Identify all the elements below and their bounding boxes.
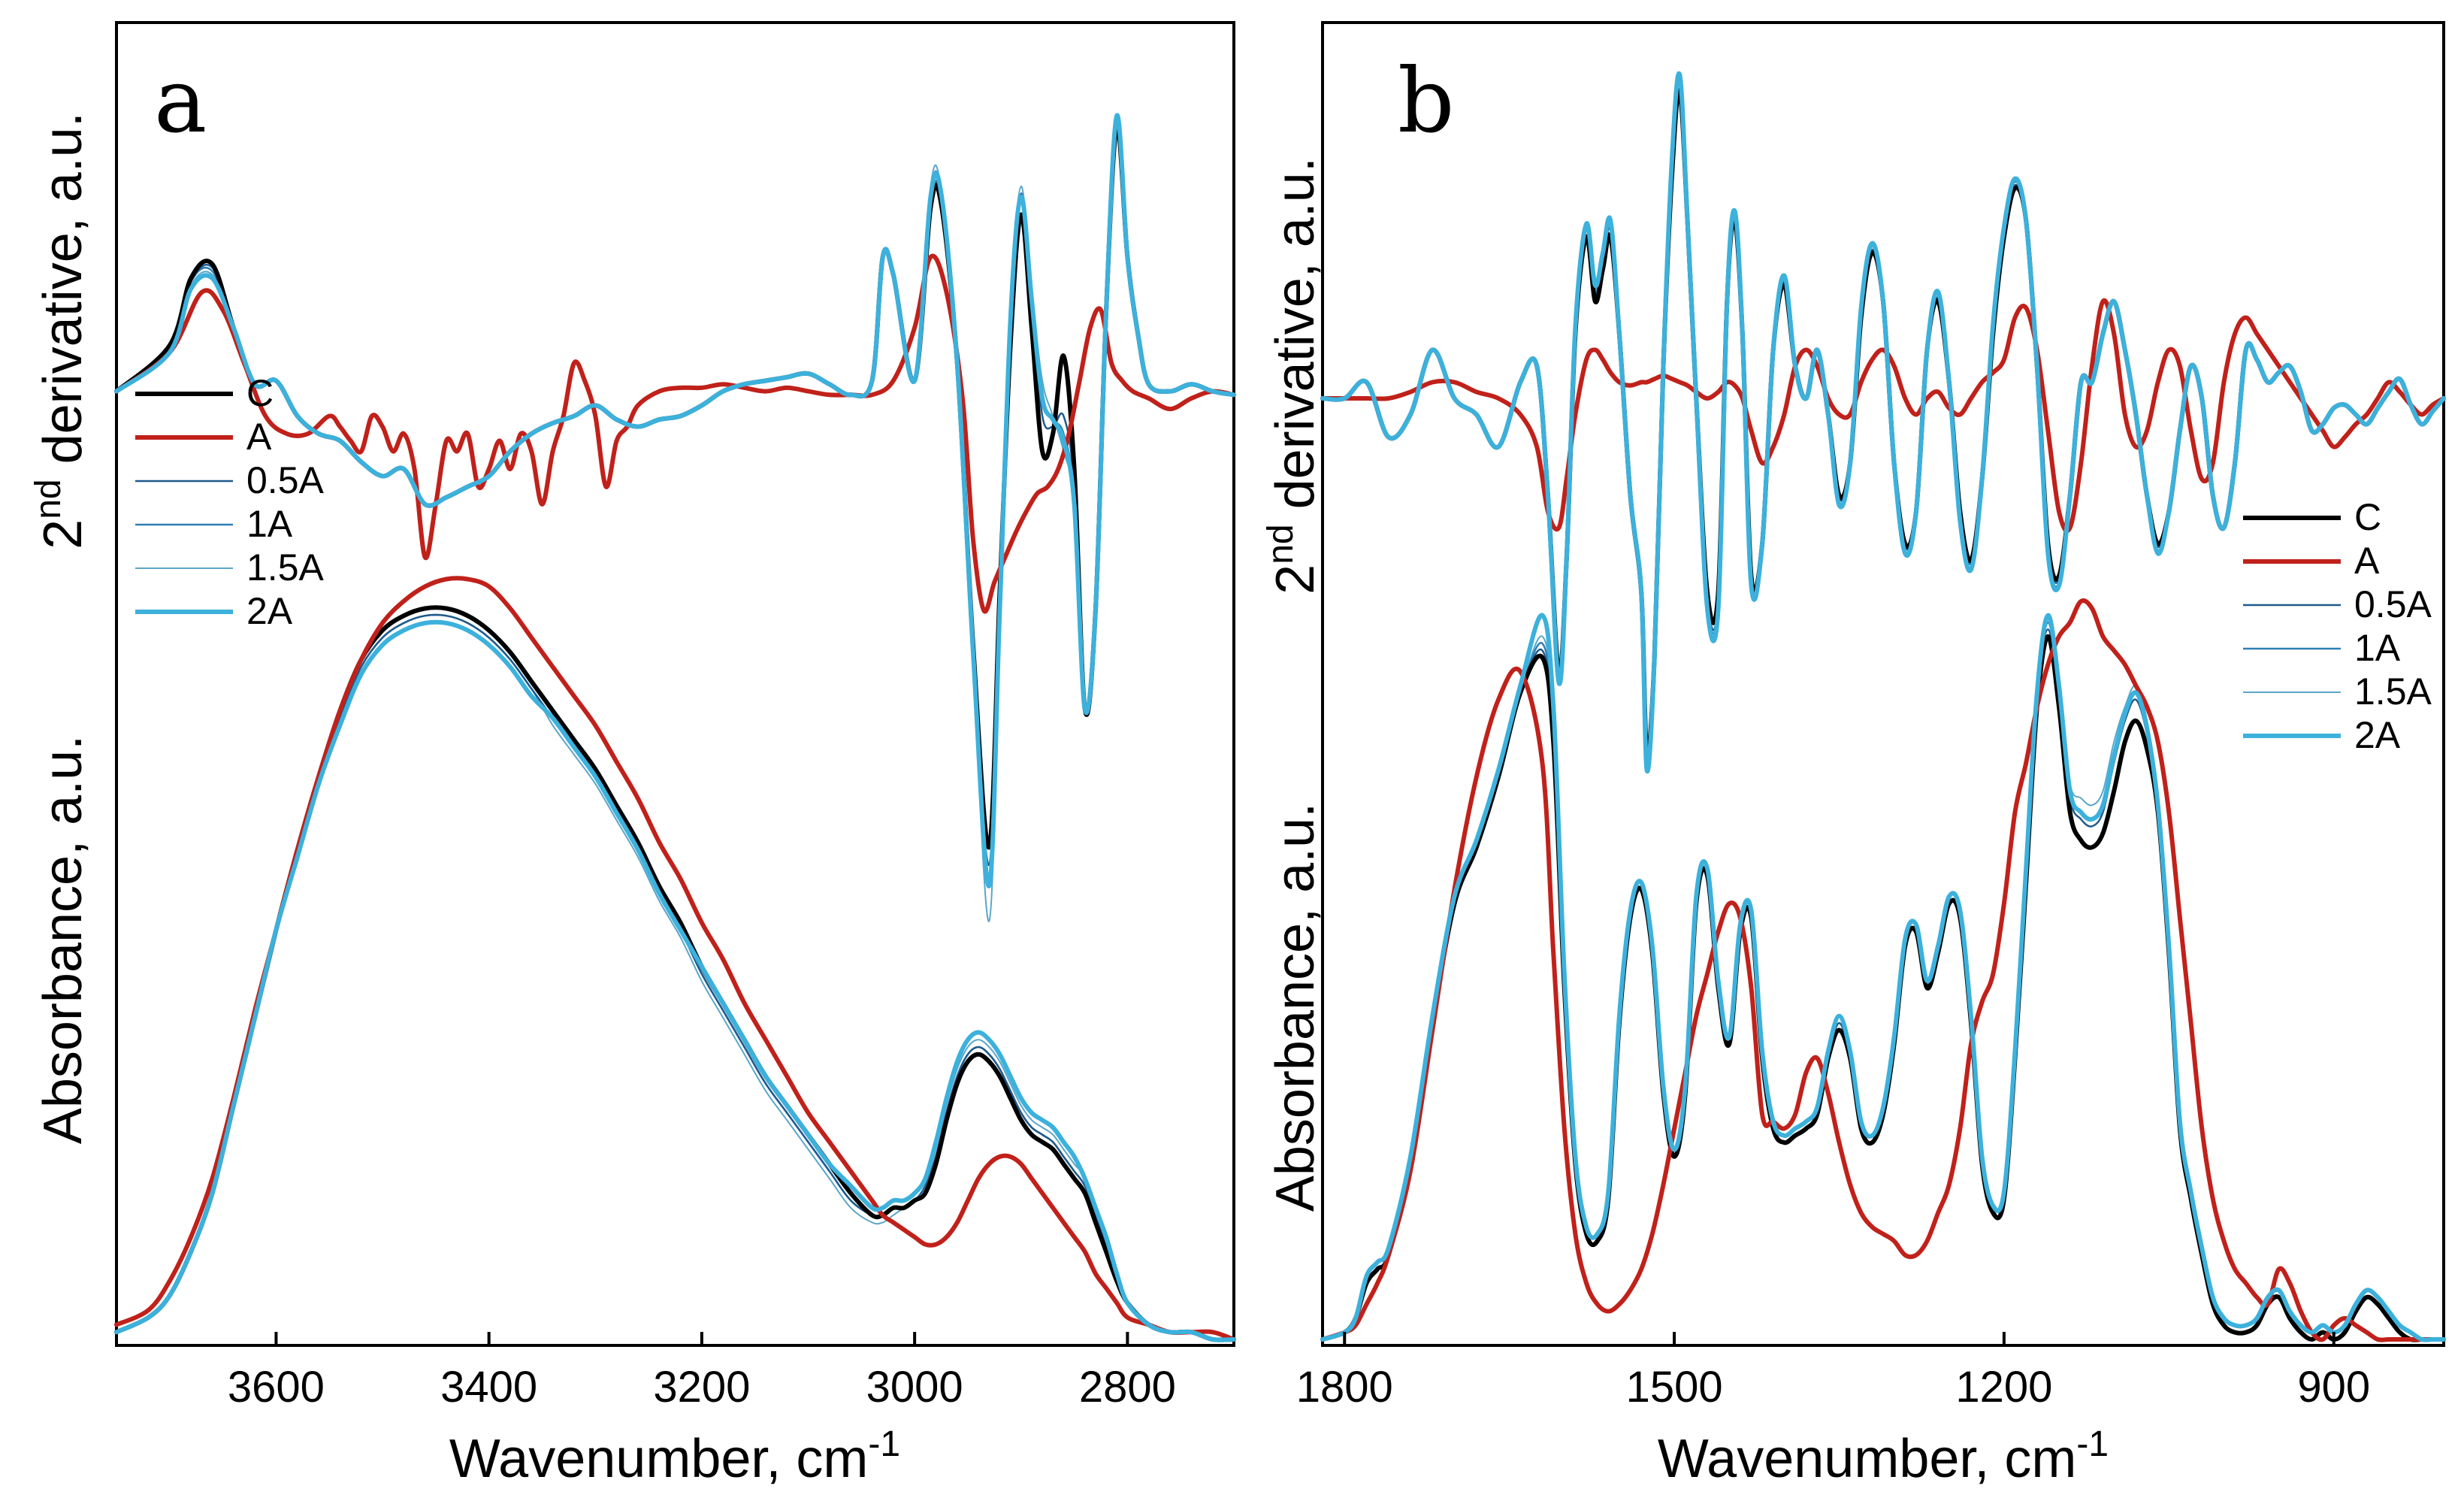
panel-a-absorbance-line-1A <box>115 613 1235 1341</box>
panel-b-absorbance-line-2A <box>1320 613 2446 1342</box>
panel-a-derivative-line-A <box>114 253 1236 614</box>
panel-a-absorbance-series <box>114 576 1236 1342</box>
panel-a-x-tick-label: 3200 <box>653 1363 750 1412</box>
panel-b-derivative-series <box>1320 71 2446 774</box>
panel-a-derivative-line-2A <box>114 113 1236 888</box>
panel-a-y-axis-label-derivative: 2nd derivative, a.u. <box>29 112 93 549</box>
panel-a-legend-label: 0.5A <box>246 459 325 501</box>
panel-b-x-ticks: 1800 1500 1200 900 <box>1296 1332 2370 1412</box>
panel-b-legend-label: 0.5A <box>2354 583 2432 625</box>
panel-a-absorbance-line-2A <box>114 619 1236 1342</box>
panel-b-letter: b <box>1398 49 1455 153</box>
panel-a-y-axis-label-absorbance: Absorbance, a.u. <box>33 735 93 1144</box>
panel-b-y-axis-label-derivative: 2nd derivative, a.u. <box>1261 157 1326 595</box>
panel-a-letter: a <box>154 49 207 153</box>
panel-a-legend-label: 1.5A <box>246 546 325 589</box>
panel-a-legend-label: 1A <box>246 503 293 545</box>
panel-b-derivative-line-1A <box>1321 79 2445 766</box>
panel-a-legend-label: 2A <box>246 590 293 632</box>
panel-a-absorbance-line-1_5A <box>116 614 1235 1341</box>
panel-b-legend-label: 2A <box>2354 714 2401 756</box>
panel-b-frame <box>1321 21 2445 1347</box>
panel-a-x-tick-label: 2800 <box>1079 1363 1176 1412</box>
panel-b-x-tick-label: 1200 <box>1955 1363 2052 1412</box>
panel-b-derivative-line-1_5A <box>1322 76 2444 769</box>
panel-a-legend-label: A <box>246 416 272 458</box>
panel-a-x-tick-label: 3000 <box>866 1363 963 1412</box>
panel-b-y-axis-label-absorbance: Absorbance, a.u. <box>1265 803 1326 1212</box>
panel-b-x-tick-label: 1500 <box>1626 1363 1723 1412</box>
panel-b-legend-label: A <box>2354 540 2380 582</box>
panel-a-absorbance-line-0_5A <box>115 613 1235 1341</box>
panel-a-absorbance-line-A <box>114 576 1236 1342</box>
panel-b-derivative-line-C <box>1320 88 2446 758</box>
panel-b-x-tick-label: 1800 <box>1296 1363 1393 1412</box>
panel-b-derivative-line-2A <box>1320 71 2446 774</box>
panel-a-legend-label: C <box>246 372 274 414</box>
panel-b-derivative-line-0_5A <box>1321 83 2445 763</box>
panel-b-x-axis-label: Wavenumber, cm-1 <box>1658 1424 2109 1489</box>
panel-b-absorbance-series <box>1320 598 2446 1342</box>
panel-b-absorbance-line-A <box>1320 598 2446 1342</box>
panel-a-frame <box>115 21 1235 1347</box>
panel-b-derivative-line-A <box>1320 298 2446 534</box>
panel-b-legend-label: C <box>2354 496 2381 538</box>
panel-a-absorbance-line-C <box>114 605 1236 1342</box>
panel-a-x-axis-label: Wavenumber, cm-1 <box>449 1424 900 1489</box>
panel-a-derivative-series <box>114 113 1236 922</box>
panel-b-legend-label: 1.5A <box>2354 670 2432 713</box>
panel-a-x-ticks: 3600 3400 3200 3000 2800 <box>228 1332 1176 1412</box>
panel-a-x-tick-label: 3600 <box>228 1363 325 1412</box>
panel-b-legend-label: 1A <box>2354 627 2401 669</box>
panel-b-x-tick-label: 900 <box>2297 1363 2370 1412</box>
panel-a-x-tick-label: 3400 <box>440 1363 537 1412</box>
